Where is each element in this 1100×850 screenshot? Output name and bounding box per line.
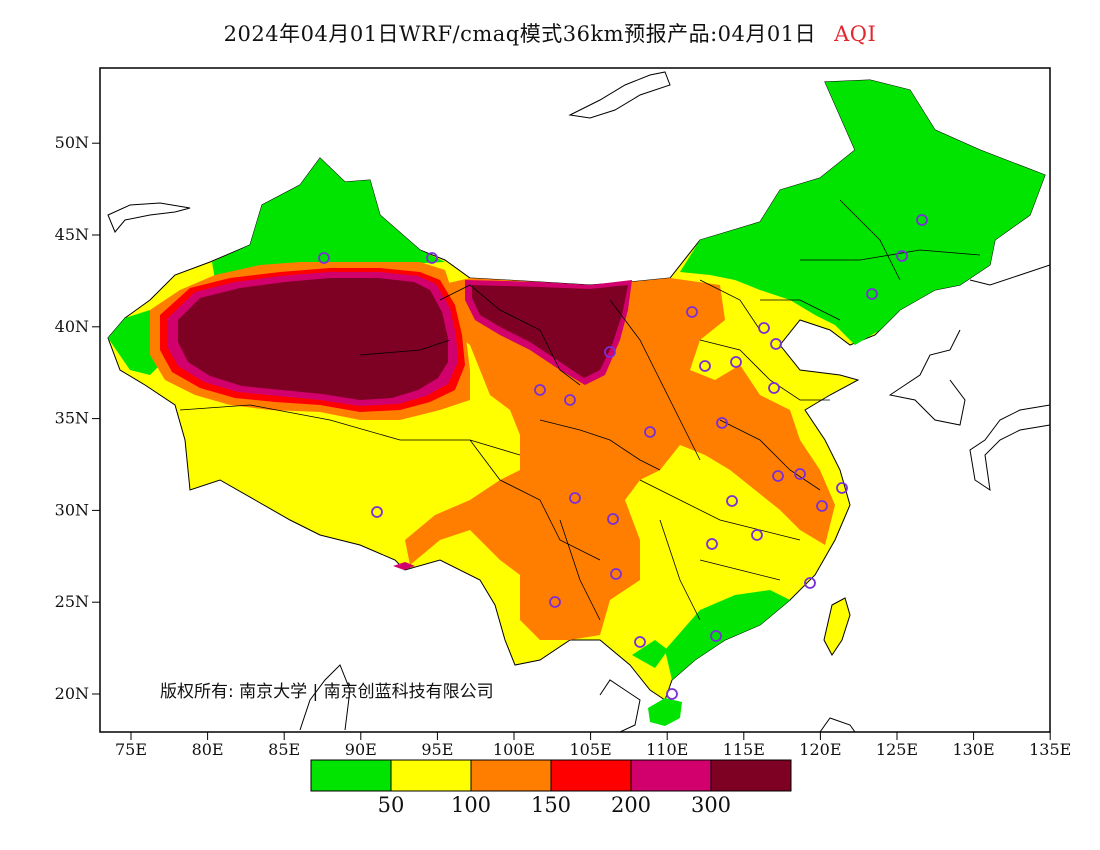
green-south-region — [665, 590, 790, 680]
city-station-marker — [770, 338, 782, 350]
color-legend: 50 100 150 200 300 — [310, 759, 792, 817]
legend-color-box — [310, 759, 392, 792]
city-station-marker — [772, 470, 784, 482]
x-tick-label: 115E — [723, 740, 765, 759]
legend-color-box — [710, 759, 792, 792]
map-content — [107, 71, 1050, 732]
copyright-text: 版权所有: 南京大学 | 南京创蓝科技有限公司 — [160, 682, 494, 702]
city-station-marker — [866, 288, 878, 300]
y-tick-label: 40N — [55, 317, 89, 336]
province-boundaries — [179, 199, 981, 621]
title-variable: AQI — [834, 22, 877, 46]
city-station-marker — [758, 322, 770, 334]
legend-label: 300 — [691, 793, 731, 817]
title-main: 2024年04月01日WRF/cmaq模式36km预报产品:04月01日 — [223, 22, 817, 46]
orange-central-region — [405, 278, 835, 640]
y-tick-label: 50N — [55, 133, 89, 152]
map-frame — [99, 67, 1051, 733]
city-station-marker — [716, 417, 728, 429]
coastlines — [107, 71, 1050, 732]
legend-label: 200 — [611, 793, 651, 817]
legend-color-box — [390, 759, 472, 792]
city-station-marker — [794, 468, 806, 480]
city-station-marker — [916, 214, 928, 226]
city-station-marker — [816, 500, 828, 512]
x-tick-label: 125E — [876, 740, 918, 759]
city-station-marker — [699, 360, 711, 372]
city-station-marker — [686, 306, 698, 318]
city-station-marker — [896, 250, 908, 262]
x-tick-label: 120E — [799, 740, 841, 759]
legend-label: 50 — [378, 793, 405, 817]
city-station-marker — [726, 495, 738, 507]
city-station-marker — [751, 529, 763, 541]
x-tick-label: 80E — [192, 740, 224, 759]
city-stations — [318, 214, 928, 700]
legend-color-box — [550, 759, 632, 792]
hazardous-taklimakan-region — [178, 278, 448, 400]
city-station-marker — [610, 568, 622, 580]
x-tick-label: 90E — [345, 740, 377, 759]
hazardous-gobi-region — [472, 285, 628, 378]
green-pearl-region — [632, 640, 668, 668]
x-tick-label: 100E — [493, 740, 535, 759]
city-station-marker — [644, 426, 656, 438]
legend-color-box — [630, 759, 712, 792]
city-station-marker — [607, 513, 619, 525]
city-station-marker — [730, 356, 742, 368]
city-station-marker — [371, 506, 383, 518]
city-station-marker — [706, 538, 718, 550]
taiwan-region — [823, 597, 851, 656]
city-station-marker — [768, 382, 780, 394]
legend-label: 100 — [451, 793, 491, 817]
city-station-marker — [604, 346, 616, 358]
city-station-marker — [549, 596, 561, 608]
x-tick-label: 130E — [952, 740, 994, 759]
red-spot-south — [393, 562, 415, 570]
x-axis: 75E 80E 85E 90E 95E 100E 105E 110E 115E 120E 125E 1… — [115, 732, 1071, 759]
green-northwest-region — [212, 158, 445, 280]
green-hainan-region — [648, 698, 682, 726]
y-tick-label: 45N — [55, 225, 89, 244]
city-station-marker — [534, 384, 546, 396]
legend-color-box — [470, 759, 552, 792]
city-station-marker — [634, 636, 646, 648]
city-station-marker — [426, 252, 438, 264]
y-tick-label: 35N — [55, 409, 89, 428]
city-station-marker — [804, 577, 816, 589]
x-tick-label: 105E — [569, 740, 611, 759]
green-northeast-region — [680, 80, 1045, 345]
y-tick-label: 30N — [55, 500, 89, 519]
city-station-marker — [710, 630, 722, 642]
y-axis: 20N 25N 30N 35N 40N 45N 50N — [55, 133, 100, 703]
y-tick-label: 20N — [55, 684, 89, 703]
map-title: 2024年04月01日WRF/cmaq模式36km预报产品:04月01日 AQI — [0, 18, 1100, 48]
x-tick-label: 135E — [1029, 740, 1071, 759]
legend-label: 150 — [531, 793, 571, 817]
city-station-marker — [836, 482, 848, 494]
city-station-marker — [564, 394, 576, 406]
x-tick-label: 110E — [646, 740, 688, 759]
city-station-marker — [569, 492, 581, 504]
x-tick-label: 85E — [268, 740, 300, 759]
x-tick-label: 95E — [421, 740, 453, 759]
x-tick-label: 75E — [115, 740, 147, 759]
city-station-marker — [666, 688, 678, 700]
y-tick-label: 25N — [55, 592, 89, 611]
city-station-marker — [318, 252, 330, 264]
